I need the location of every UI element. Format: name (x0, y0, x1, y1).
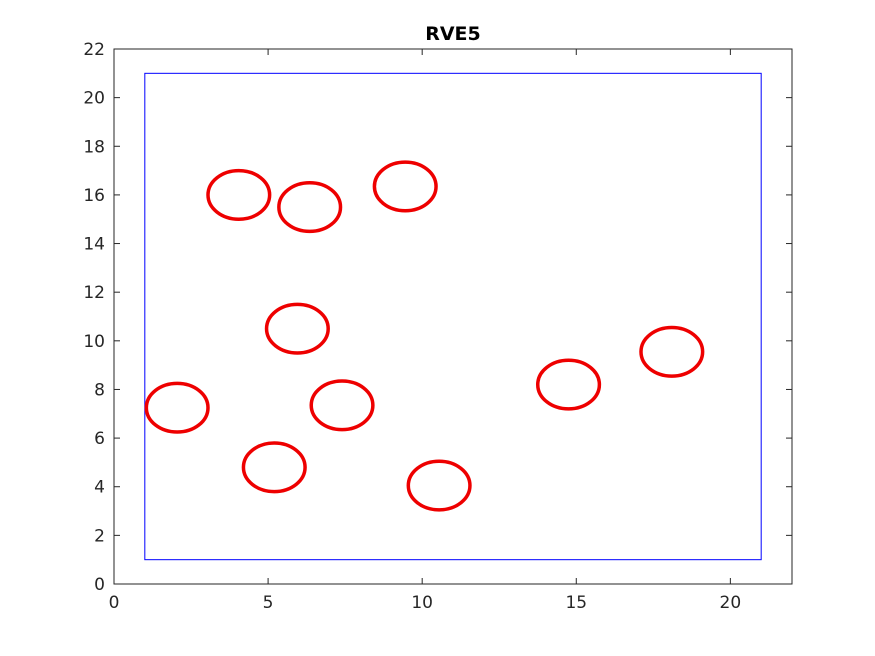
x-tick-label: 10 (411, 593, 433, 613)
y-tick-label: 20 (83, 89, 105, 109)
y-tick-label: 2 (94, 526, 105, 546)
inclusion-circle-6 (536, 358, 602, 411)
inclusion-circle-9 (241, 441, 307, 494)
plot-area (113, 48, 793, 585)
y-tick-label: 22 (83, 40, 105, 60)
x-tick-label: 20 (720, 593, 742, 613)
x-tick-label: 0 (109, 593, 120, 613)
y-tick-label: 8 (94, 380, 105, 400)
y-tick-label: 12 (83, 283, 105, 303)
y-tick-label: 10 (83, 332, 105, 352)
inclusion-circle-2 (277, 181, 343, 234)
x-tick-label: 5 (263, 593, 274, 613)
chart-title: RVE5 (425, 23, 481, 45)
y-tick-label: 18 (83, 137, 105, 157)
inclusion-circle-10 (406, 459, 472, 512)
inclusion-circle-4 (264, 302, 330, 355)
inclusion-circle-8 (309, 379, 375, 432)
y-tick-label: 4 (94, 478, 105, 498)
y-tick-label: 6 (94, 429, 105, 449)
inclusion-circle-5 (639, 325, 705, 378)
inclusion-circle-1 (206, 168, 272, 221)
y-tick-label: 16 (83, 186, 105, 206)
rve-boundary (144, 72, 762, 561)
inclusion-circle-3 (372, 160, 438, 213)
y-tick-label: 14 (83, 235, 105, 255)
inclusion-circle-7 (144, 381, 210, 434)
y-tick-label: 0 (94, 575, 105, 595)
x-tick-label: 15 (565, 593, 587, 613)
